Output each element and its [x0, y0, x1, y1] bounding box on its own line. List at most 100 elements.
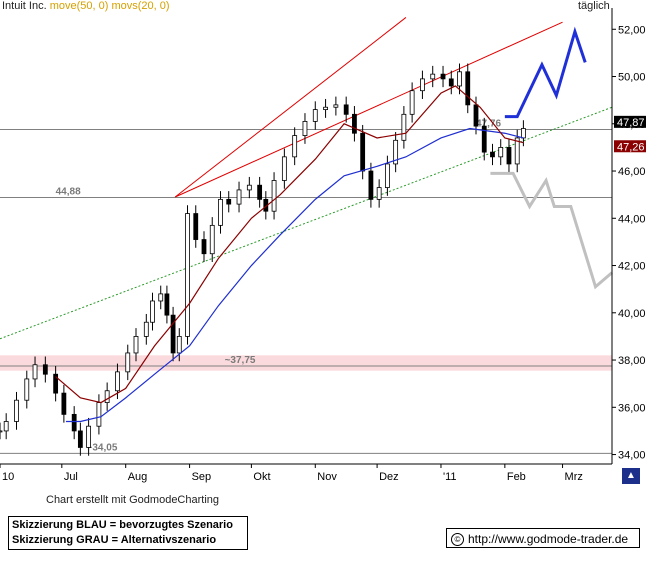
y-tick-label: 42,00 [618, 261, 646, 273]
candle-body [473, 104, 479, 127]
source-url[interactable]: http://www.godmode-trader.de [468, 532, 629, 546]
y-tick-label: 40,00 [618, 308, 646, 320]
candle-body [271, 180, 277, 212]
price-tag-label: 47,26 [617, 141, 645, 153]
x-tick-label: Feb [507, 471, 526, 483]
support-zone [0, 355, 612, 371]
candle-body [193, 213, 199, 240]
candle-body [201, 239, 207, 255]
candle-body [352, 113, 357, 134]
candle-body [430, 73, 436, 80]
y-tick-label: 34,00 [618, 450, 646, 462]
candle-body [333, 104, 339, 108]
upper-trendline [174, 17, 407, 198]
x-tick-label: '11 [443, 471, 457, 483]
candle-body [3, 421, 9, 432]
candle-body [236, 189, 242, 205]
candle-body [376, 187, 382, 200]
scenario-legend: Skizzierung BLAU = bevorzugtes Szenario … [8, 516, 248, 550]
candle-body [104, 390, 110, 403]
level-label: ~34,05 [87, 442, 118, 453]
candle-body [61, 392, 67, 415]
candle-body [209, 224, 215, 255]
y-tick-label: 38,00 [618, 355, 646, 367]
candle-body [164, 293, 170, 316]
candle-body [24, 378, 30, 401]
candle-body [440, 73, 446, 80]
moving-average-line [65, 127, 524, 423]
y-tick-label: 46,00 [618, 166, 646, 178]
interval-label: täglich [578, 0, 610, 12]
level-label: 44,88 [56, 186, 81, 197]
candle-body [520, 128, 526, 139]
candle-body [420, 78, 425, 92]
candle-body [133, 336, 139, 354]
candle-body [218, 198, 223, 226]
y-tick-label: 36,00 [618, 402, 646, 414]
x-tick-label: Sep [192, 471, 212, 483]
copyright-icon: © [451, 533, 464, 547]
price-tag-label: 47,87 [617, 117, 645, 129]
x-tick-label: Dez [379, 471, 399, 483]
support-trendline [0, 106, 613, 340]
instrument-name: Intuit Inc. [2, 0, 47, 12]
legend-gray-scenario: Skizzierung GRAU = Alternativszenario [12, 534, 217, 546]
chart-header: Intuit Inc. move(50, 0) movs(20, 0) [2, 0, 170, 12]
chart-logo-icon: ▲ [622, 468, 640, 484]
moving-average-line [55, 85, 524, 404]
x-tick-label: Aug [128, 471, 148, 483]
candle-body [465, 71, 471, 106]
candle-body [42, 364, 48, 375]
candle-body [323, 106, 328, 110]
candle-body [86, 425, 92, 448]
x-tick-label: Mrz [565, 471, 583, 483]
x-tick-label: Jul [64, 471, 78, 483]
candle-body [96, 402, 102, 427]
x-tick-label: Nov [317, 471, 337, 483]
candle-body [257, 184, 263, 200]
resistance-trendline [174, 21, 563, 198]
legend-blue-scenario: Skizzierung BLAU = bevorzugtes Szenario [12, 519, 233, 531]
candle-body [125, 352, 131, 373]
candle-body [448, 78, 454, 87]
candle-body [490, 151, 495, 158]
moving-average-labels: move(50, 0) movs(20, 0) [49, 0, 170, 12]
candle-body [71, 413, 77, 432]
candle-body [281, 156, 287, 181]
candle-body [170, 314, 176, 354]
candle-body [343, 104, 349, 115]
candle-body [401, 113, 407, 141]
candle-body [393, 139, 399, 165]
candle-body [185, 213, 190, 337]
x-tick-label: Okt [253, 471, 270, 483]
blue-scenario-path [504, 26, 587, 119]
candle-body [77, 430, 83, 448]
source-link[interactable]: © http://www.godmode-trader.de [446, 528, 640, 548]
price-tag-box [614, 140, 646, 153]
candle-body [384, 163, 390, 188]
price-chart: 44,88 ~37,75 ~34,05 47,76 34,00 36,00 38,00 40… [0, 8, 646, 483]
candle-body [312, 109, 318, 122]
candle-body [457, 71, 462, 87]
price-tag-box [614, 115, 646, 128]
candle-body [150, 300, 155, 323]
candle-body [226, 198, 232, 205]
candle-body [506, 146, 512, 165]
y-tick-label: 44,00 [618, 213, 646, 225]
candle-body [176, 336, 182, 354]
candle-body [32, 364, 38, 380]
chart-credit: Chart erstellt mit GodmodeCharting [46, 494, 220, 506]
candle-body [514, 137, 520, 165]
candle-body [292, 135, 298, 158]
candle-body [368, 170, 374, 200]
level-label: ~37,75 [225, 355, 256, 366]
candle-body [0, 430, 3, 433]
y-tick-label: 50,00 [618, 72, 646, 84]
candle-body [158, 293, 164, 302]
candle-body [481, 125, 487, 153]
candle-body [246, 184, 252, 191]
level-label: 47,76 [476, 118, 501, 129]
candle-body [115, 371, 120, 392]
candle-body [143, 321, 149, 337]
candle-body [302, 121, 308, 136]
